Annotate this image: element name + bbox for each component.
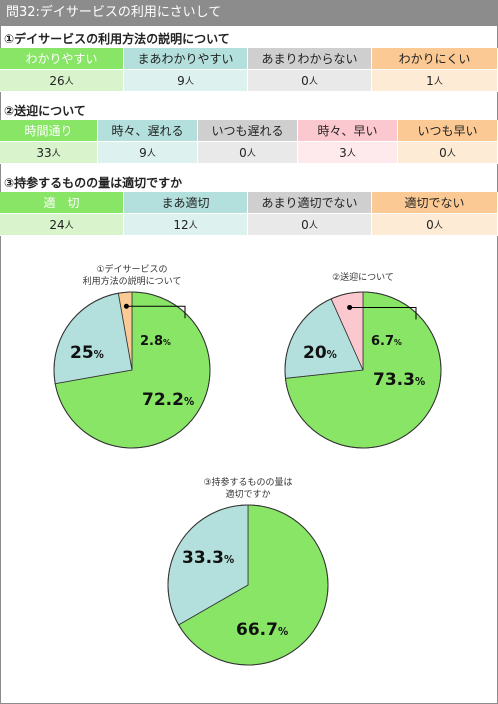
column-header: いつも遅れる [198,120,298,142]
pie-charts: ①デイサービスの利用方法の説明について 72.2% 25% 2.8% ②送迎について 73… [53,263,442,666]
count-value: 0 [239,145,247,160]
count-value: 9 [177,73,185,88]
chart-title: ①デイサービスの [96,263,167,275]
count-value: 0 [439,145,447,160]
count-value: 12 [173,217,189,232]
count-unit: 人 [308,77,318,87]
count-value: 26 [49,73,65,88]
slice-label: 66.7% [236,620,288,640]
pie-outline [167,504,329,666]
count-value: 33 [36,145,52,160]
table-value-row: 24 人 12 人 0 人 0 人 [0,214,498,236]
section-heading: ③持参するものの量は適切ですか [4,176,183,190]
column-header: 時々、早い [298,120,398,142]
table-header-row: 適 切まあ適切 あまり適切でない 適切でない [0,192,498,214]
column-header: 時々、遅れる [98,120,198,142]
chart-title: 利用方法の説明について [83,275,182,287]
count-value: 0 [301,73,309,88]
column-header: わかりやすい [0,48,124,70]
slice-label: 33.3% [182,548,234,568]
count-unit: 人 [146,149,156,159]
slice-label: 2.8% [140,334,171,349]
count-cell: 26 人 [0,70,124,92]
section-explanation: ①デイサービスの利用方法の説明について わかりやすい まあわかりやすい あまりわから… [0,28,498,92]
section-heading: ①デイサービスの利用方法の説明について [4,32,230,46]
count-value: 1 [426,73,434,88]
charts-area: ①デイサービスの 利用方法の説明について 72.2% 25% 2.8% ②送迎について 73… [0,255,498,695]
leader-line [349,306,417,320]
count-value: 0 [301,217,309,232]
column-header: 適切でない [372,192,498,214]
count-unit: 人 [308,221,318,231]
slice-label: 20% [303,343,337,363]
slice-label: 72.2% [142,390,194,410]
count-unit: 人 [246,149,256,159]
column-header: あまり適切でない [248,192,372,214]
chart-title: ②送迎について [332,271,394,283]
column-header: 適 切 [0,192,124,214]
slice-label: 6.7% [371,334,402,349]
count-unit: 人 [433,221,443,231]
pie-outline [53,291,211,449]
count-unit: 人 [446,149,456,159]
count-unit: 人 [64,221,74,231]
count-value: 24 [49,217,65,232]
pie-outline [284,291,442,449]
count-unit: 人 [64,77,74,87]
count-value: 3 [339,145,347,160]
count-unit: 人 [433,77,443,87]
slice-label: 73.3% [373,370,425,390]
count-unit: 人 [51,149,61,159]
chart-title: ③持参するものの量は [203,476,292,488]
column-header: まあわかりやすい [124,48,248,70]
column-header: いつも早い [398,120,498,142]
table-value-row: 26 人 9 人 0 人 1 人 [0,70,498,92]
section-transport: ②送迎について 時間通り 時々、遅れる いつも遅れる 時々、早い いつも早い 33 人 9 人 0… [0,100,498,164]
count-value: 0 [426,217,434,232]
table-value-row: 33 人 9 人 0 人 3 人 0 人 [0,142,498,164]
section-heading: ②送迎について [4,104,86,118]
pie-slice [53,292,133,385]
count-unit: 人 [184,77,194,87]
page-title: 問32:デイサービスの利用にさいして [0,0,498,26]
count-cell: 33 人 [0,142,98,164]
count-cell: 24 人 [0,214,124,236]
column-header: わかりにくい [372,48,498,70]
table-header-row: 時間通り 時々、遅れる いつも遅れる 時々、早い いつも早い [0,120,498,142]
column-header: 時間通り [0,120,98,142]
count-unit: 人 [188,221,198,231]
column-header: あまりわからない [248,48,372,70]
section-belongings: ③持参するものの量は適切ですか 適 切まあ適切 あまり適切でない 適切でない 24 人 1… [0,172,498,236]
count-value: 9 [139,145,147,160]
chart-title: 適切ですか [225,488,270,500]
column-header: まあ適切 [124,192,248,214]
slice-label: 25% [70,343,104,363]
table-header-row: わかりやすい まあわかりやすい あまりわからない わかりにくい [0,48,498,70]
count-unit: 人 [346,149,356,159]
leader-line [126,305,186,319]
count-cell: 12 人 [124,214,248,236]
